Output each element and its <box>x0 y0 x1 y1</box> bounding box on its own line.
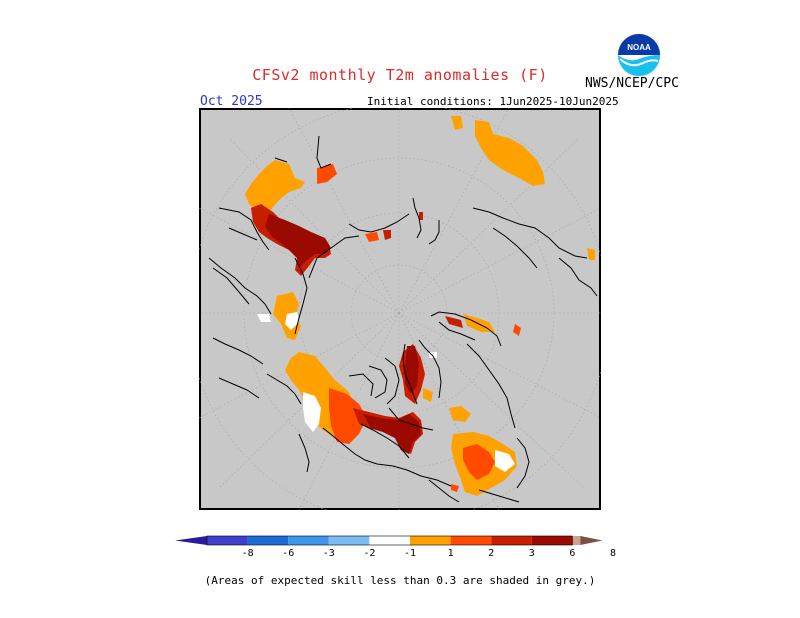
logo-text: NOAA <box>627 43 651 52</box>
colorbar-tick-label: 2 <box>488 548 494 559</box>
anomaly-1-2-region <box>451 116 545 186</box>
colorbar-tick-label: -6 <box>282 548 294 559</box>
anomaly-no-change-region <box>257 314 271 322</box>
colorbar-bin <box>328 536 370 545</box>
anomaly-1-2-region <box>449 406 471 422</box>
colorbar-bin <box>369 536 410 545</box>
anomaly-2-3-region <box>513 324 521 336</box>
anomaly-2-3-region <box>463 444 495 480</box>
anomaly-3-6-region <box>445 316 463 328</box>
colorbar-bin <box>450 536 492 545</box>
anomaly-3-6-region <box>383 230 391 240</box>
anomaly-field-americas <box>285 344 517 496</box>
colorbar-tick-label: -1 <box>404 548 416 559</box>
anomaly-6-8-region <box>363 414 421 454</box>
colorbar: -8 -6 -3 -2 -1 1 2 3 6 8 <box>175 535 616 559</box>
chart-title: CFSv2 monthly T2m anomalies (F) <box>252 66 548 84</box>
colorbar-arrow-tip <box>580 536 603 545</box>
anomaly-1-2-region <box>245 160 305 214</box>
anomaly-3-6-region <box>419 212 423 220</box>
colorbar-labels: -8 -6 -3 -2 -1 1 2 3 6 8 <box>242 548 616 559</box>
colorbar-tick-label: 8 <box>610 548 616 559</box>
anomaly-1-2-region <box>587 248 595 260</box>
colorbar-tick-label: -2 <box>363 548 375 559</box>
anomaly-1-2-region <box>423 388 433 402</box>
colorbar-tick-label: 1 <box>448 548 454 559</box>
colorbar-tick-label: -8 <box>242 548 254 559</box>
anomaly-2-3-region <box>317 164 337 184</box>
anomaly-6-8-region <box>265 214 331 268</box>
anomaly-2-3-region <box>451 484 459 492</box>
colorbar-bin <box>410 536 451 545</box>
colorbar-tick-label: -3 <box>323 548 335 559</box>
colorbar-bin <box>247 536 289 545</box>
colorbar-bin <box>207 536 248 545</box>
anomaly-field-west <box>257 292 301 340</box>
colorbar-arrow-high-lower <box>572 536 581 545</box>
anomaly-no-change-region <box>303 392 321 432</box>
agency-label: NWS/NCEP/CPC <box>585 76 679 91</box>
colorbar-arrow-high <box>572 536 581 545</box>
coastlines <box>208 135 598 503</box>
colorbar-bin <box>491 536 532 545</box>
colorbar-tick-label: 6 <box>569 548 575 559</box>
anomaly-no-change-region <box>495 450 515 472</box>
colorbar-bin <box>531 536 573 545</box>
colorbar-outline <box>206 535 573 546</box>
anomaly-2-3-region <box>365 232 379 242</box>
colorbar-tick-label: 3 <box>529 548 535 559</box>
anomaly-field-europe <box>245 160 423 276</box>
polar-map <box>199 108 601 510</box>
colorbar-boxes <box>175 535 603 546</box>
colorbar-arrow-low <box>175 536 207 545</box>
forecast-period: Oct 2025 <box>200 94 263 109</box>
anomaly-2-3-region <box>329 388 367 444</box>
anomaly-no-change-region <box>285 312 299 330</box>
colorbar-bin <box>288 536 329 545</box>
noaa-logo-icon: NOAA <box>617 33 661 77</box>
initial-conditions: Initial conditions: 1Jun2025-10Jun2025 <box>367 95 619 108</box>
footnote: (Areas of expected skill less than 0.3 a… <box>204 574 596 587</box>
